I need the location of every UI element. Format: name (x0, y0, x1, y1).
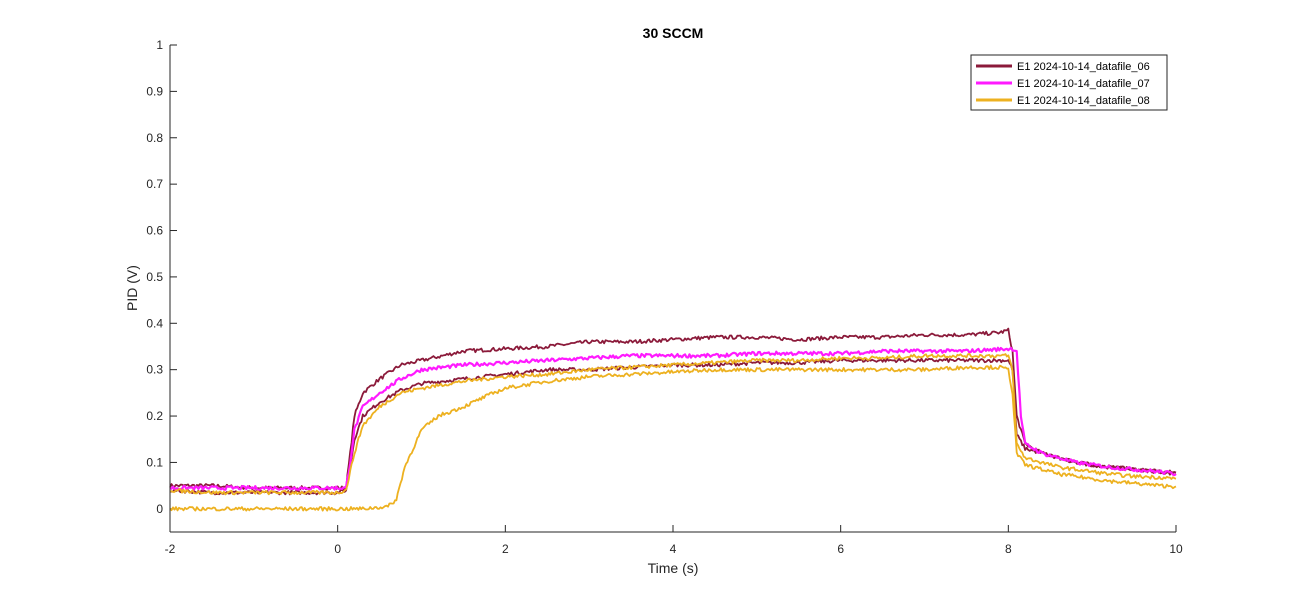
series-line-08-run-2 (169, 364, 1177, 512)
y-tick-label: 0.4 (146, 316, 163, 330)
series-line-06-run-1 (169, 327, 1177, 491)
x-tick-label: 2 (502, 542, 509, 556)
x-tick-label: 0 (334, 542, 341, 556)
series-line-07-run-1 (169, 346, 1177, 491)
y-tick-label: 0.3 (146, 363, 163, 377)
y-tick-label: 0.8 (146, 131, 163, 145)
y-axis-label: PID (V) (124, 265, 140, 311)
y-tick-label: 0.2 (146, 409, 163, 423)
legend: E1 2024-10-14_datafile_06 E1 2024-10-14_… (970, 54, 1168, 111)
x-tick-label: 8 (1005, 542, 1012, 556)
x-axis-ticks: -2 0 2 4 6 8 10 (165, 525, 1183, 556)
y-tick-label: 0.9 (146, 84, 163, 98)
legend-label-08: E1 2024-10-14_datafile_08 (1017, 95, 1150, 107)
chart-title: 30 SCCM (643, 25, 704, 41)
series-layer (169, 327, 1177, 512)
y-tick-label: 0.6 (146, 224, 163, 238)
y-tick-label: 1 (156, 38, 163, 52)
x-tick-label: -2 (165, 542, 176, 556)
series-line-08-run-1 (169, 353, 1177, 496)
x-axis-label: Time (s) (648, 560, 699, 576)
x-tick-label: 4 (670, 542, 677, 556)
y-tick-label: 0.5 (146, 270, 163, 284)
y-tick-label: 0 (156, 502, 163, 516)
legend-label-06: E1 2024-10-14_datafile_06 (1017, 61, 1150, 73)
x-tick-label: 6 (837, 542, 844, 556)
plot-area (170, 45, 1176, 532)
x-tick-label: 10 (1169, 542, 1183, 556)
y-axis-ticks: 0 0.1 0.2 0.3 0.4 0.5 0.6 0.7 0.8 0.9 1 (146, 38, 177, 516)
y-tick-label: 0.1 (146, 455, 163, 469)
y-tick-label: 0.7 (146, 177, 163, 191)
legend-label-07: E1 2024-10-14_datafile_07 (1017, 78, 1150, 90)
